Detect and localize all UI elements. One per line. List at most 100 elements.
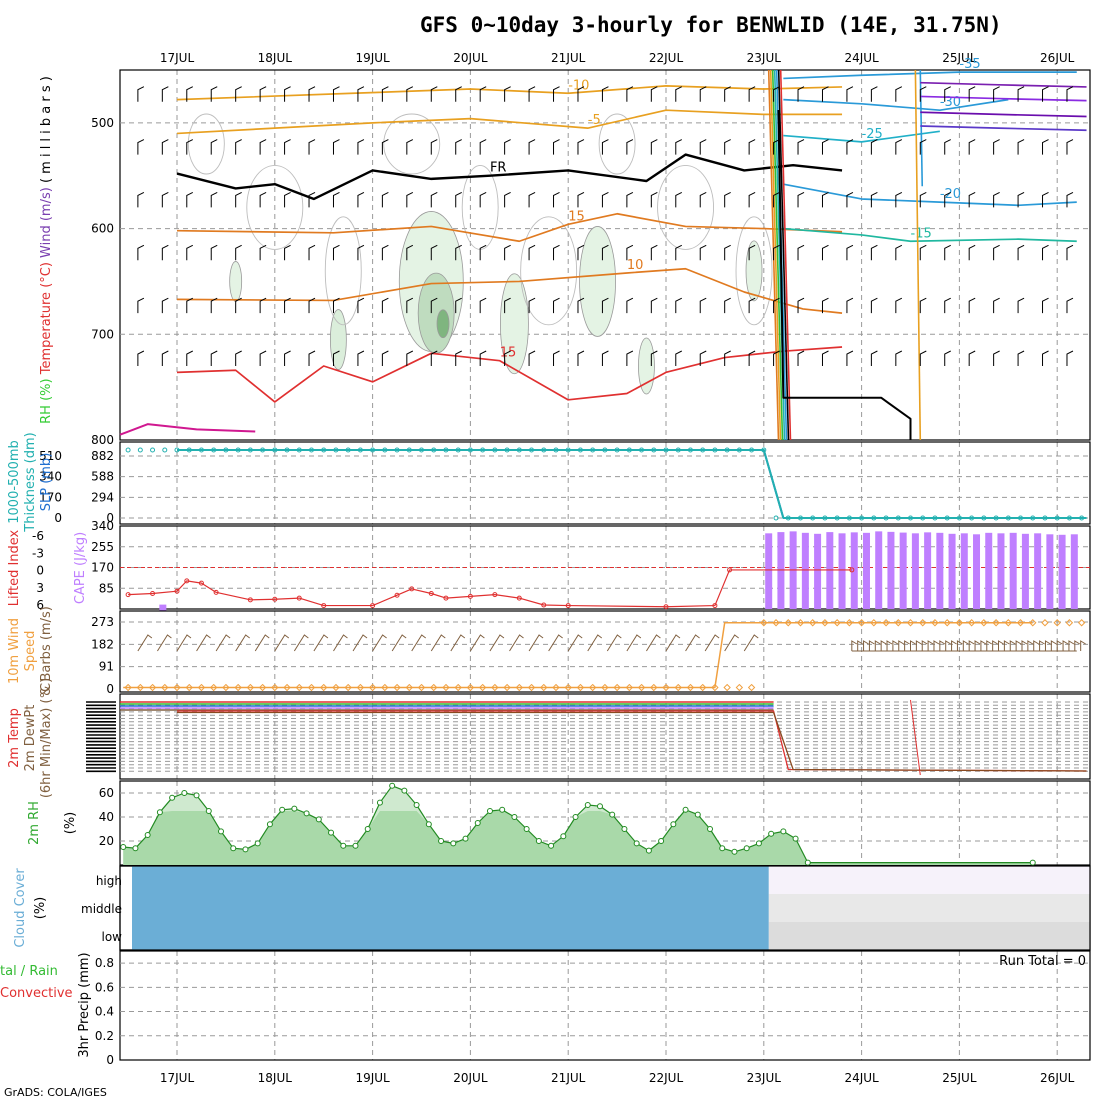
cape-bar xyxy=(924,532,932,609)
wind-barb xyxy=(430,350,438,366)
wind-speed-marker xyxy=(588,683,597,692)
wind-barb xyxy=(821,244,829,261)
rh-point xyxy=(303,810,310,817)
rh-line xyxy=(123,785,1033,864)
wind-barb xyxy=(479,86,487,102)
wind-barb xyxy=(895,139,903,155)
thickness-marker xyxy=(577,447,583,453)
wind-barb xyxy=(919,191,927,208)
wind-speed-marker xyxy=(161,683,169,692)
wind-barb xyxy=(601,244,609,261)
wind-barb xyxy=(1062,640,1069,651)
wind-barb xyxy=(333,634,348,652)
wind-barb xyxy=(951,640,957,651)
rh-point xyxy=(792,835,799,842)
wind-speed-marker xyxy=(625,683,634,692)
date-label: 21JUL xyxy=(551,51,586,65)
axis-label-part: 1000-500mb xyxy=(7,440,22,524)
rh-point xyxy=(266,821,273,828)
rh-point xyxy=(486,808,493,814)
wind-barb xyxy=(406,139,414,155)
wind-barb xyxy=(1017,350,1025,366)
wind-barb xyxy=(895,191,903,208)
wind-barb xyxy=(919,244,927,261)
wind-barb xyxy=(528,191,536,208)
thickness-marker xyxy=(639,447,645,453)
cape-bar xyxy=(159,604,167,611)
wind-barb xyxy=(332,139,340,155)
wind-speed-marker xyxy=(1004,619,1013,627)
rh-point xyxy=(755,840,762,847)
lifted-index-point xyxy=(321,603,327,609)
thickness-marker xyxy=(406,447,412,453)
isotherm-line xyxy=(920,111,1087,118)
thickness-marker xyxy=(516,447,522,453)
rh-point xyxy=(438,838,445,844)
rh-point xyxy=(548,842,555,849)
slp-tick: 588 xyxy=(91,470,114,484)
wind-barb xyxy=(553,297,560,314)
wind-barb xyxy=(357,191,365,208)
temp-unit-ylabel: (6hr Min/Max) (°C) xyxy=(39,678,54,798)
wind-barb xyxy=(1017,86,1025,102)
wind-barb xyxy=(986,640,993,651)
cape-bar xyxy=(850,532,858,609)
wind-barb xyxy=(455,139,462,155)
panel-frame xyxy=(119,950,1091,1061)
rh-point xyxy=(682,806,689,813)
wind-speed-marker xyxy=(540,683,548,692)
wind-speed-marker xyxy=(405,683,413,692)
wind-barb xyxy=(259,139,267,155)
wind-barb xyxy=(577,139,585,155)
wind-barb xyxy=(210,191,218,208)
wind-barb xyxy=(235,634,250,652)
rh-point xyxy=(719,845,726,852)
wind-speed-line xyxy=(123,621,1033,689)
cape-bar xyxy=(1058,534,1066,609)
axis-label-part: (%) xyxy=(33,897,48,920)
isotherm-line xyxy=(783,130,940,143)
wind-speed-marker xyxy=(283,683,291,692)
wind-speed-marker xyxy=(931,619,939,627)
thickness-tick: 0 xyxy=(54,511,62,525)
wind-barb xyxy=(704,634,720,652)
wind-barb xyxy=(724,191,731,208)
dewpt-ylabel: 2m DewPt xyxy=(23,705,38,772)
wind-barb xyxy=(1074,640,1081,651)
wind-barb xyxy=(724,139,731,155)
cape-bar xyxy=(838,533,846,609)
cape-bar xyxy=(960,533,968,609)
wind-barb xyxy=(332,191,340,208)
date-label: 19JUL xyxy=(355,1071,390,1085)
wind-barb xyxy=(430,86,438,102)
wind-barb xyxy=(137,139,145,155)
wind-barb xyxy=(504,191,511,208)
wind-barb xyxy=(944,244,951,261)
wind-barb xyxy=(919,297,927,314)
thickness-marker xyxy=(223,447,229,453)
wind-barb xyxy=(161,297,169,314)
wind-barb xyxy=(993,139,1000,155)
wind-barb xyxy=(993,244,1000,261)
temp-line xyxy=(177,710,1087,772)
wind-barb xyxy=(626,297,634,314)
isotherm-drop-line xyxy=(779,69,792,441)
precip-ylabel-convective: Convective xyxy=(0,986,73,1001)
wind-barb xyxy=(479,297,487,314)
wind-speed-marker xyxy=(173,683,181,692)
wind-barb xyxy=(504,350,511,366)
wind-barb xyxy=(1042,86,1049,102)
wind-barb xyxy=(528,350,536,366)
wind-barb xyxy=(186,350,194,366)
rh-point xyxy=(205,808,212,814)
thickness-marker xyxy=(162,447,168,453)
wind-barb xyxy=(1044,640,1051,651)
wind-barb xyxy=(886,640,893,651)
temp-ylabel: 2m Temp xyxy=(7,708,22,768)
wind-barb xyxy=(1042,139,1049,155)
wind-barb xyxy=(284,244,291,261)
wind-speed-marker xyxy=(821,619,829,627)
wind-barb xyxy=(1017,139,1025,155)
wind10m-panel: 273 182 91 0 10m Wind Speed & Barbs (m/s) xyxy=(7,606,1091,696)
wind-speed-marker xyxy=(906,619,915,627)
